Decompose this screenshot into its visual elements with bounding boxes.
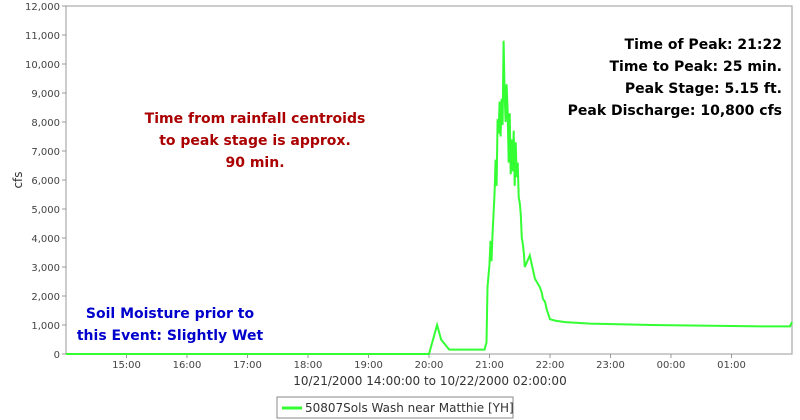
legend: 50807Sols Wash near Matthie [YH] [276, 396, 514, 419]
x-tick-label: 23:00 [596, 360, 625, 371]
peak-stat-line: Time to Peak: 25 min. [609, 59, 782, 75]
y-tick-label: 8,000 [31, 118, 60, 129]
series-line [66, 40, 793, 355]
x-tick-label: 17:00 [233, 360, 262, 371]
y-tick-label: 5,000 [31, 205, 60, 216]
y-tick-label: 3,000 [31, 263, 60, 274]
y-tick-label: 4,000 [31, 234, 60, 245]
x-tick-label: 15:00 [112, 360, 141, 371]
rainfall-centroid-annotation: Time from rainfall centroids to peak stag… [145, 111, 366, 171]
centroid-note-line: Time from rainfall centroids [145, 111, 366, 127]
x-tick-label: 20:00 [415, 360, 444, 371]
plot-background [65, 5, 793, 355]
peak-stat-line: Peak Stage: 5.15 ft. [625, 81, 782, 97]
x-tick-label: 18:00 [294, 360, 323, 371]
soil-note-line: Soil Moisture prior to [86, 306, 255, 322]
y-axis-label: cfs [11, 171, 25, 188]
soil-moisture-annotation: Soil Moisture prior to this Event: Slight… [77, 306, 264, 344]
x-tick-label: 16:00 [173, 360, 202, 371]
x-tick-label: 22:00 [536, 360, 565, 371]
y-tick-label: 0 [54, 350, 60, 361]
peak-stat-line: Time of Peak: 21:22 [625, 37, 782, 53]
centroid-note-line: to peak stage is approx. [159, 133, 351, 149]
y-tick-label: 6,000 [31, 176, 60, 187]
legend-box [276, 396, 514, 419]
x-tick-label: 01:00 [717, 360, 746, 371]
x-tick-label: 19:00 [354, 360, 383, 371]
y-axis: 0 1,000 2,000 3,000 4,000 5,000 6,000 7,000 8,00… [25, 2, 66, 361]
y-tick-label: 11,000 [25, 31, 60, 42]
soil-note-line: this Event: Slightly Wet [77, 328, 264, 344]
y-tick-label: 2,000 [31, 292, 60, 303]
y-tick-label: 12,000 [25, 2, 60, 13]
legend-label: 50807Sols Wash near Matthie [YH] [305, 401, 514, 415]
y-tick-label: 9,000 [31, 89, 60, 100]
x-axis-label: 10/21/2000 14:00:00 to 10/22/2000 02:00:… [293, 374, 566, 388]
peak-stat-line: Peak Discharge: 10,800 cfs [568, 103, 782, 119]
y-tick-label: 10,000 [25, 60, 60, 71]
x-tick-label: 21:00 [475, 360, 504, 371]
y-tick-label: 7,000 [31, 147, 60, 158]
y-tick-label: 1,000 [31, 321, 60, 332]
x-tick-label: 00:00 [657, 360, 686, 371]
x-axis: 15:00 16:00 17:00 18:00 19:00 20:00 21:00 22:00… [112, 354, 746, 371]
peak-stats-annotation: Time of Peak: 21:22 Time to Peak: 25 min.… [568, 37, 782, 119]
centroid-note-line: 90 min. [225, 155, 284, 171]
